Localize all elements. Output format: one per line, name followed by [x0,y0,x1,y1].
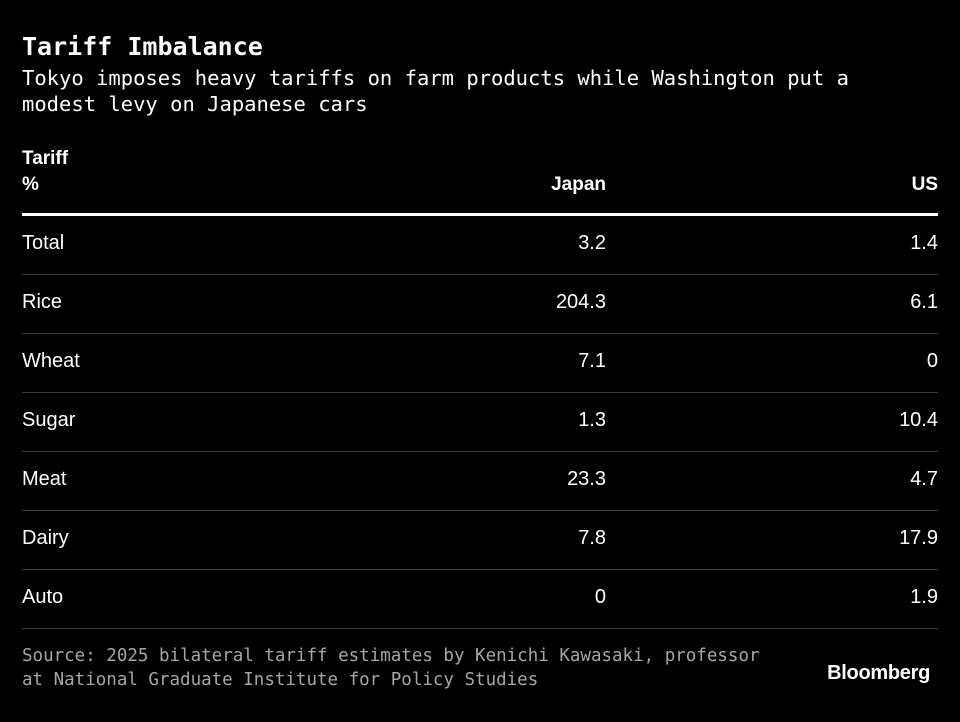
column-header-tariff-line1: Tariff [22,148,69,169]
row-category: Auto [22,586,64,608]
table-row: Dairy 7.8 17.9 [22,511,938,570]
column-header-japan: Japan [551,174,606,195]
us-tariff-value: 4.7 [910,468,938,490]
row-category: Rice [22,291,63,313]
table-row: Sugar 1.3 10.4 [22,393,938,452]
row-category: Dairy [22,527,69,549]
table-row: Auto 0 1.9 [22,570,938,629]
us-tariff-value: 6.1 [910,291,938,313]
source-note: Source: 2025 bilateral tariff estimates … [22,646,760,690]
row-category: Sugar [22,409,76,431]
us-tariff-value: 10.4 [899,409,938,431]
japan-tariff-value: 7.8 [578,527,606,549]
chart-title: Tariff Imbalance [22,32,263,61]
table-row: Meat 23.3 4.7 [22,452,938,511]
japan-tariff-value: 23.3 [567,468,606,490]
column-header-us: US [911,174,938,195]
japan-tariff-value: 3.2 [578,232,606,254]
column-header-tariff-line2: % [22,174,39,195]
us-tariff-value: 17.9 [899,527,938,549]
us-tariff-value: 1.4 [910,232,938,254]
row-category: Meat [22,468,67,490]
table-row: Rice 204.3 6.1 [22,275,938,334]
japan-tariff-value: 0 [594,586,606,608]
table-header: Tariff % Japan US [22,143,938,216]
japan-tariff-value: 7.1 [578,350,606,372]
chart-subtitle: Tokyo imposes heavy tariffs on farm prod… [22,66,849,116]
row-category: Total [22,232,65,254]
us-tariff-value: 0 [926,350,938,372]
table-row: Total 3.2 1.4 [22,216,938,275]
row-category: Wheat [22,350,80,372]
column-header-tariff: Tariff % [22,146,102,198]
table-row: Wheat 7.1 0 [22,334,938,393]
japan-tariff-value: 1.3 [578,409,606,431]
bloomberg-logo: Bloomberg [827,662,930,684]
us-tariff-value: 1.9 [910,586,938,608]
japan-tariff-value: 204.3 [555,291,606,313]
table-body: Total 3.2 1.4 Rice 204.3 6.1 Wheat 7.1 0 Sugar 1.3… [22,216,938,629]
tariff-table: Tariff % Japan US Total 3.2 1.4 Rice 204.3 6.… [22,143,938,629]
